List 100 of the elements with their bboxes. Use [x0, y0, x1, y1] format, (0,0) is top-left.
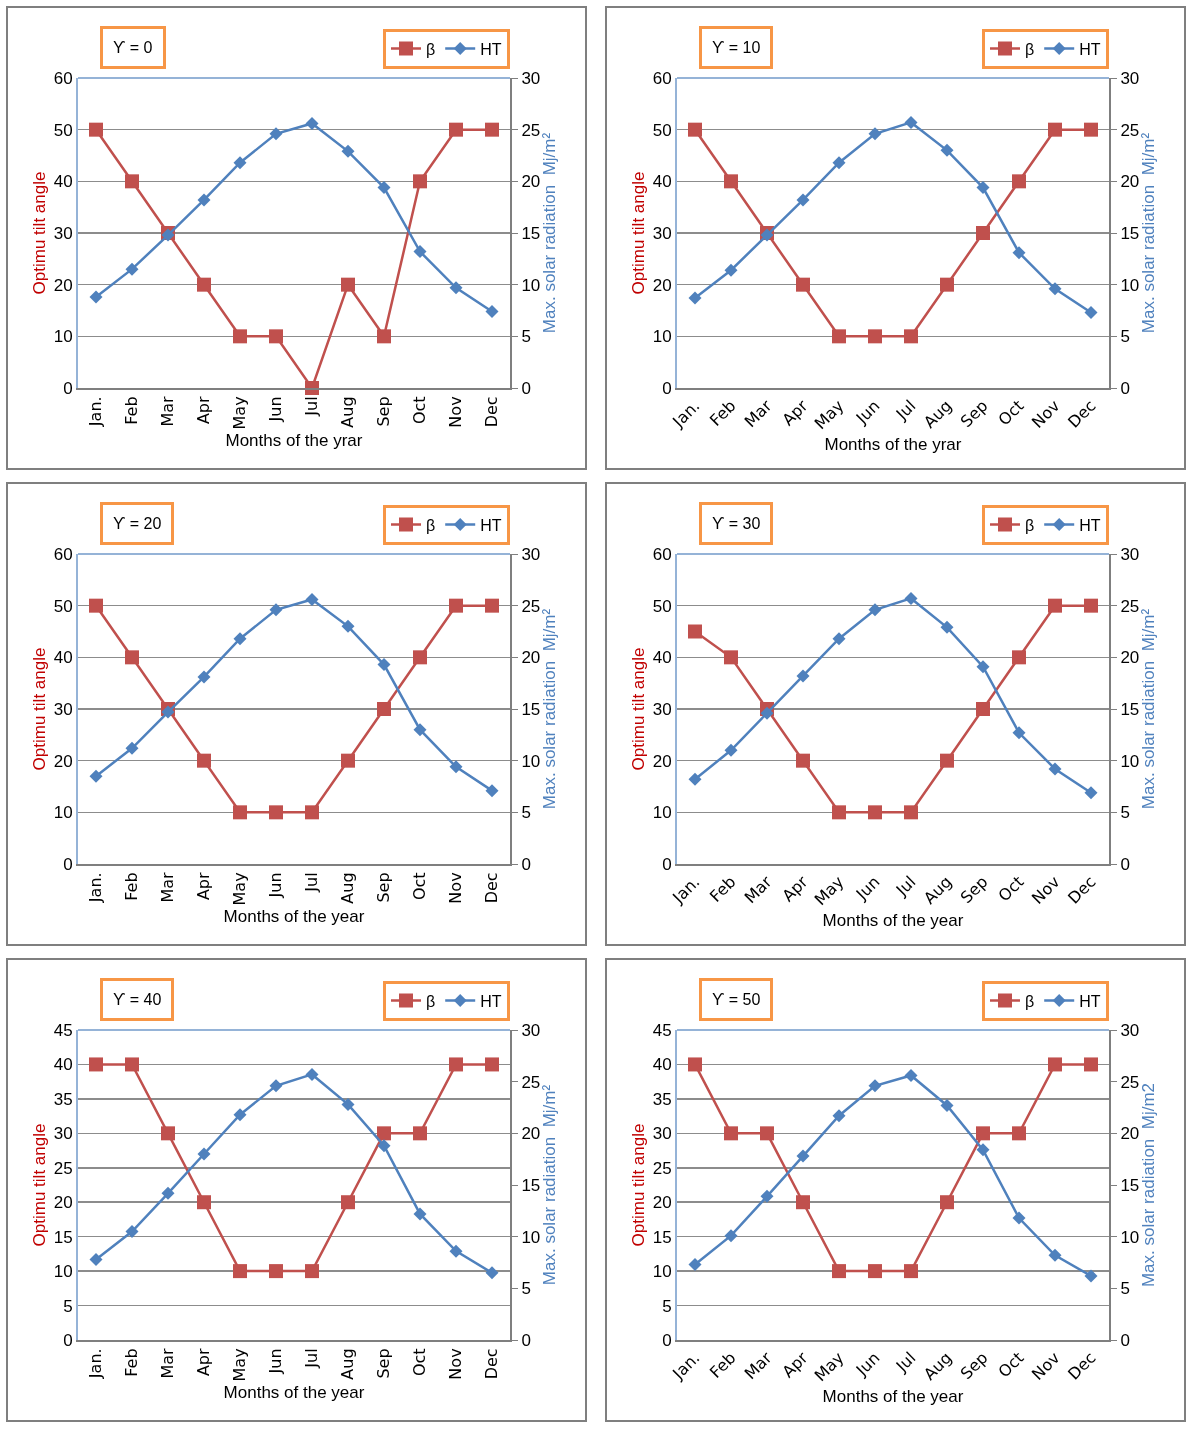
point	[832, 1109, 846, 1123]
y2-tick-label: 10	[521, 751, 541, 771]
y2-tick-label: 25	[521, 596, 541, 616]
y-tick-label: 10	[53, 803, 73, 823]
point	[688, 1258, 702, 1272]
x-tick-label: Mar	[158, 1347, 178, 1379]
legend-label: β	[1025, 516, 1035, 534]
x-tick-label: Mar	[158, 871, 178, 903]
point	[485, 784, 499, 798]
point	[449, 598, 463, 613]
point	[377, 702, 391, 716]
point	[305, 805, 319, 820]
x-tick-label: Sep	[956, 396, 992, 432]
y-tick-label: 40	[53, 172, 73, 192]
point	[976, 660, 990, 674]
point	[413, 1207, 427, 1221]
legend-label: HT	[480, 40, 502, 58]
y2-tick-label: 25	[521, 1072, 541, 1092]
y2-tick-label: 10	[521, 275, 541, 295]
x-tick-label: Jul	[302, 396, 322, 417]
y2-tick-label: 10	[1120, 1227, 1140, 1247]
point	[413, 650, 427, 665]
y2-tick-label: 10	[1120, 275, 1140, 295]
y2-tick-label: 15	[521, 223, 541, 243]
x-axis-title: Months of the year	[822, 910, 964, 930]
y2-tick-label: 10	[1120, 751, 1140, 771]
y2-tick-label: 5	[1120, 327, 1130, 347]
y-tick-label: 0	[662, 854, 672, 874]
point	[413, 245, 427, 259]
legend-label: β	[426, 40, 436, 58]
point	[760, 1126, 774, 1141]
point	[904, 115, 918, 129]
point	[1012, 1211, 1026, 1225]
y2-tick-label: 20	[521, 648, 541, 668]
point	[305, 1264, 319, 1279]
point	[724, 743, 738, 757]
x-tick-label: Sep	[956, 872, 992, 908]
x-tick-label: Oct	[994, 1348, 1028, 1382]
point	[269, 603, 283, 617]
point	[868, 603, 882, 617]
point	[796, 753, 810, 768]
y2-axis-title: Max. solar radiation Mj/m2	[1139, 1082, 1159, 1288]
y-tick-label: 0	[63, 1330, 73, 1350]
y2-tick-label: 0	[521, 378, 531, 398]
x-tick-label: Jan.	[86, 396, 106, 428]
x-tick-label: Jan.	[668, 396, 704, 432]
y-tick-label: 50	[652, 596, 672, 616]
y-tick-label: 30	[652, 699, 672, 719]
y-tick-label: 20	[652, 751, 672, 771]
y2-tick-label: 5	[521, 1279, 531, 1299]
x-tick-label: Mar	[158, 395, 178, 427]
x-tick-label: Aug	[338, 1348, 358, 1380]
x-tick-label: Jul	[891, 396, 920, 425]
point	[976, 181, 990, 195]
y2-tick-label: 30	[521, 544, 541, 564]
point	[904, 805, 918, 820]
point	[89, 290, 103, 304]
point	[1084, 786, 1098, 800]
point	[832, 156, 846, 170]
x-tick-label: Nov	[446, 1348, 466, 1380]
x-tick-label: Jul	[302, 872, 322, 893]
y-axis-title: Optimu tilt angle	[29, 171, 49, 295]
x-axis-title: Months of the year	[822, 1386, 964, 1406]
y-tick-label: 20	[53, 1193, 73, 1213]
legend-label: β	[426, 516, 436, 534]
point	[940, 1098, 954, 1112]
x-tick-label: Apr	[778, 871, 812, 906]
point	[269, 1264, 283, 1279]
point	[1048, 122, 1062, 137]
point	[233, 329, 247, 344]
y-axis-title: Optimu tilt angle	[29, 647, 49, 771]
x-tick-label: Aug	[338, 872, 358, 904]
y2-tick-label: 20	[1120, 1124, 1140, 1144]
point	[904, 591, 918, 605]
x-tick-label: Nov	[1027, 1348, 1064, 1384]
y-tick-label: 45	[652, 1020, 672, 1040]
point	[796, 1149, 810, 1163]
point	[449, 760, 463, 774]
point	[197, 277, 211, 292]
x-tick-label: Feb	[706, 872, 740, 906]
point	[1012, 1126, 1026, 1141]
point	[269, 127, 283, 141]
point	[197, 1147, 211, 1161]
y-tick-label: 15	[53, 1227, 73, 1247]
point	[796, 1195, 810, 1210]
y2-tick-label: 0	[1120, 378, 1130, 398]
y2-tick-label: 0	[1120, 854, 1130, 874]
point	[868, 1079, 882, 1093]
point	[760, 1189, 774, 1203]
x-axis-title: Months of the year	[223, 907, 365, 927]
point	[1012, 174, 1026, 189]
point	[197, 670, 211, 684]
point	[832, 1264, 846, 1279]
point	[125, 741, 139, 755]
x-tick-label: Dec	[482, 1348, 502, 1380]
y-tick-label: 30	[53, 699, 73, 719]
point	[832, 632, 846, 646]
x-tick-label: Feb	[122, 872, 142, 901]
x-axis-title: Months of the yrar	[225, 431, 363, 451]
point	[832, 329, 846, 344]
